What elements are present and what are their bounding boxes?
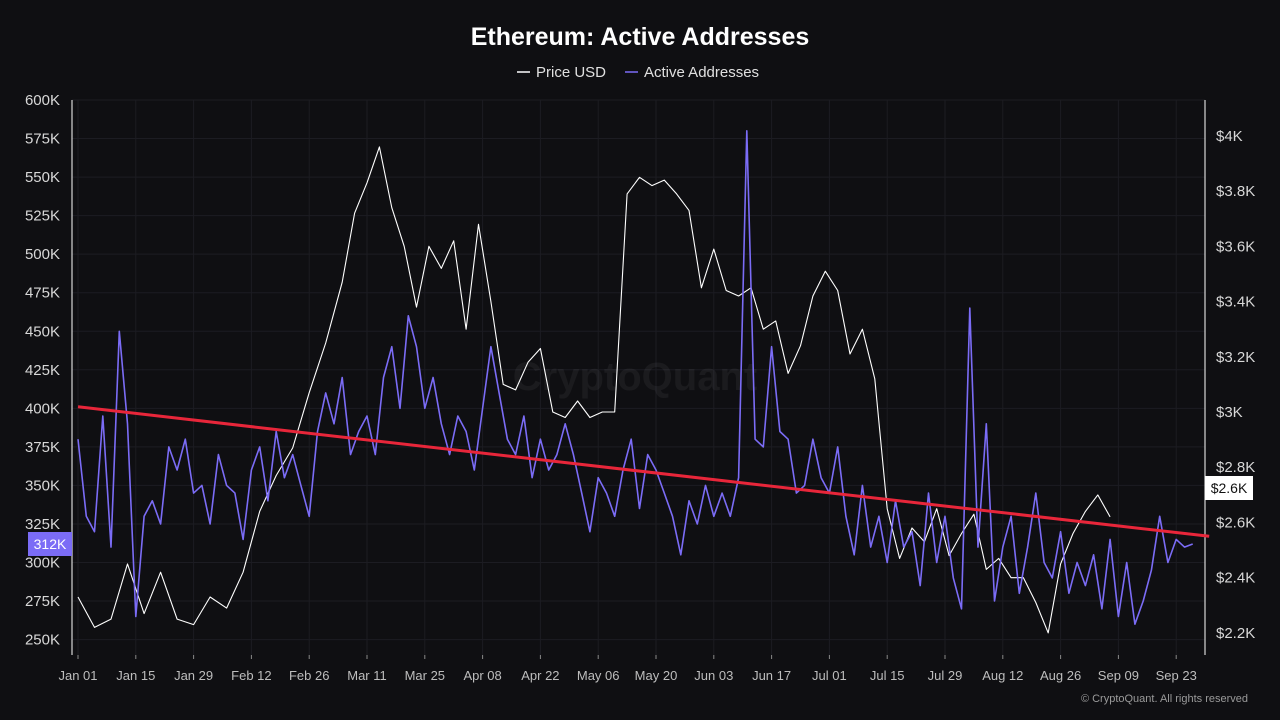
right-tick-label: $3.2K bbox=[1216, 349, 1255, 366]
left-tick-label: 275K bbox=[25, 593, 60, 610]
badge-left-bg bbox=[28, 532, 72, 556]
right-tick-label: $2.4K bbox=[1216, 570, 1255, 587]
x-tick-label: Jan 01 bbox=[58, 668, 97, 683]
right-tick-label: $3.8K bbox=[1216, 183, 1255, 200]
left-tick-label: 450K bbox=[25, 323, 60, 340]
x-tick-label: May 20 bbox=[635, 668, 678, 683]
x-tick-label: Mar 11 bbox=[347, 668, 387, 683]
right-tick-label: $2.8K bbox=[1216, 459, 1255, 476]
x-axis-ticks: Jan 01 Jan 15 Jan 29 Feb 12 Feb 26 Mar 11 Mar … bbox=[58, 655, 1197, 683]
left-tick-label: 250K bbox=[25, 632, 60, 649]
left-tick-label: 350K bbox=[25, 477, 60, 494]
right-tick-label: $3.4K bbox=[1216, 294, 1255, 311]
right-tick-label: $3.6K bbox=[1216, 238, 1255, 255]
left-tick-label: 425K bbox=[25, 362, 60, 379]
x-tick-label: Sep 23 bbox=[1156, 668, 1197, 683]
gridlines bbox=[72, 99, 1205, 655]
left-tick-label: 600K bbox=[25, 92, 60, 109]
left-axis-ticks: 250K 275K 300K 325K 350K 375K 400K 425K 450K 475K… bbox=[25, 92, 60, 649]
left-tick-label: 400K bbox=[25, 400, 60, 417]
x-tick-label: Jul 15 bbox=[870, 668, 905, 683]
x-tick-label: Jul 29 bbox=[928, 668, 963, 683]
series-line-active-addresses bbox=[77, 130, 1193, 626]
x-tick-label: Jun 03 bbox=[694, 668, 733, 683]
x-tick-label: Apr 22 bbox=[521, 668, 559, 683]
left-tick-label: 375K bbox=[25, 439, 60, 456]
x-tick-label: Jul 01 bbox=[812, 668, 847, 683]
legend-price-label: Price USD bbox=[536, 64, 606, 81]
copyright: © CryptoQuant. All rights reserved bbox=[1081, 693, 1248, 705]
left-tick-label: 525K bbox=[25, 208, 60, 225]
left-tick-label: 475K bbox=[25, 285, 60, 302]
left-tick-label: 500K bbox=[25, 246, 60, 263]
chart-title: Ethereum: Active Addresses bbox=[471, 23, 810, 51]
right-tick-label: $3K bbox=[1216, 404, 1243, 421]
x-tick-label: Jun 17 bbox=[752, 668, 791, 683]
x-tick-label: Aug 26 bbox=[1040, 668, 1081, 683]
x-tick-label: Jan 15 bbox=[116, 668, 155, 683]
last-value-badge-right: $2.6K bbox=[1205, 476, 1253, 500]
series-line-price-usd bbox=[77, 146, 1111, 634]
right-tick-label: $2.6K bbox=[1216, 514, 1255, 531]
right-tick-label: $4K bbox=[1216, 128, 1243, 145]
left-tick-label: 325K bbox=[25, 516, 60, 533]
left-tick-label: 550K bbox=[25, 169, 60, 186]
watermark: CryptoQuant bbox=[513, 355, 757, 399]
legend: Price USD Active Addresses bbox=[517, 64, 759, 81]
badge-left-value: 312K bbox=[34, 536, 67, 552]
left-tick-label: 300K bbox=[25, 555, 60, 572]
right-tick-label: $2.2K bbox=[1216, 625, 1255, 642]
badge-right-bg bbox=[1205, 476, 1253, 500]
x-tick-label: Jan 29 bbox=[174, 668, 213, 683]
right-axis-ticks: $2.2K $2.4K $2.6K $2.8K $3K $3.2K $3.4K $3.6K $3… bbox=[1216, 128, 1255, 642]
x-tick-label: Feb 26 bbox=[289, 668, 329, 683]
series-line-trend bbox=[77, 405, 1210, 538]
x-tick-label: Sep 09 bbox=[1098, 668, 1139, 683]
x-tick-label: Aug 12 bbox=[982, 668, 1023, 683]
x-tick-label: May 06 bbox=[577, 668, 620, 683]
x-tick-label: Mar 25 bbox=[405, 668, 445, 683]
badge-right-value: $2.6K bbox=[1211, 480, 1248, 496]
left-tick-label: 575K bbox=[25, 131, 60, 148]
legend-active-label: Active Addresses bbox=[644, 64, 759, 81]
last-value-badge-left: 312K bbox=[28, 532, 72, 556]
x-tick-label: Feb 12 bbox=[231, 668, 271, 683]
x-tick-label: Apr 08 bbox=[463, 668, 501, 683]
series-group bbox=[77, 130, 1210, 634]
